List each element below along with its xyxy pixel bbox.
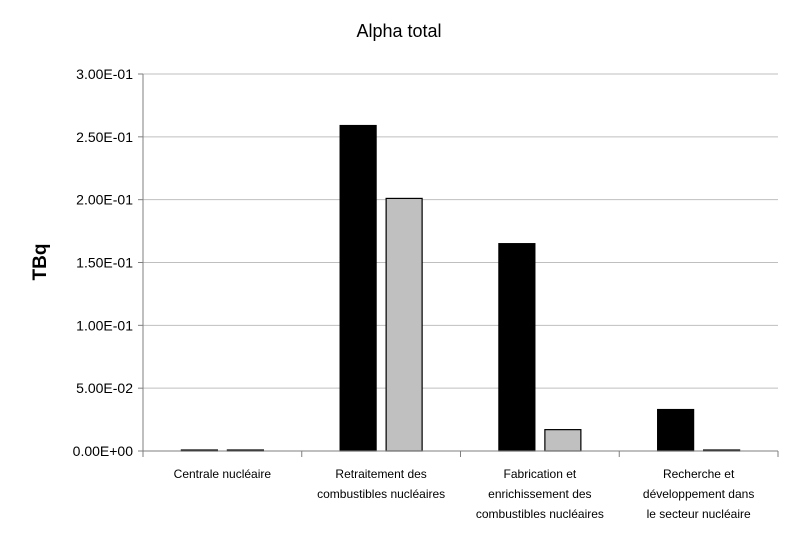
x-tick-label: Recherche et développement dans le secteur… bbox=[643, 467, 754, 521]
bar bbox=[339, 124, 377, 452]
y-tick-label: 3.00E-01 bbox=[76, 66, 133, 82]
y-tick-label: 1.00E-01 bbox=[76, 317, 133, 333]
bar bbox=[544, 429, 582, 452]
x-tick-label: Retraitement des combustibles nucléaires bbox=[317, 467, 445, 501]
y-tick-label: 1.50E-01 bbox=[76, 255, 133, 271]
gridlines bbox=[138, 73, 778, 452]
y-tick-label: 2.50E-01 bbox=[76, 129, 133, 145]
bar bbox=[657, 408, 695, 452]
x-tick-label: Centrale nucléaire bbox=[174, 467, 272, 481]
x-tick-label: Fabrication et enrichissement des combusti… bbox=[476, 467, 604, 521]
axes bbox=[142, 74, 779, 457]
y-axis-label: TBq bbox=[30, 244, 51, 281]
bar bbox=[385, 197, 423, 452]
bar bbox=[498, 243, 536, 452]
chart-title: Alpha total bbox=[356, 21, 441, 41]
y-tick-label: 0.00E+00 bbox=[73, 443, 134, 459]
y-tick-label: 5.00E-02 bbox=[76, 380, 133, 396]
y-tick-label: 2.00E-01 bbox=[76, 192, 133, 208]
y-tick-labels: 0.00E+00 5.00E-02 1.00E-01 1.50E-01 2.00E-01… bbox=[73, 66, 134, 459]
x-tick-labels: Centrale nucléaire Retraitement des combus… bbox=[174, 467, 755, 521]
bars bbox=[180, 124, 741, 452]
